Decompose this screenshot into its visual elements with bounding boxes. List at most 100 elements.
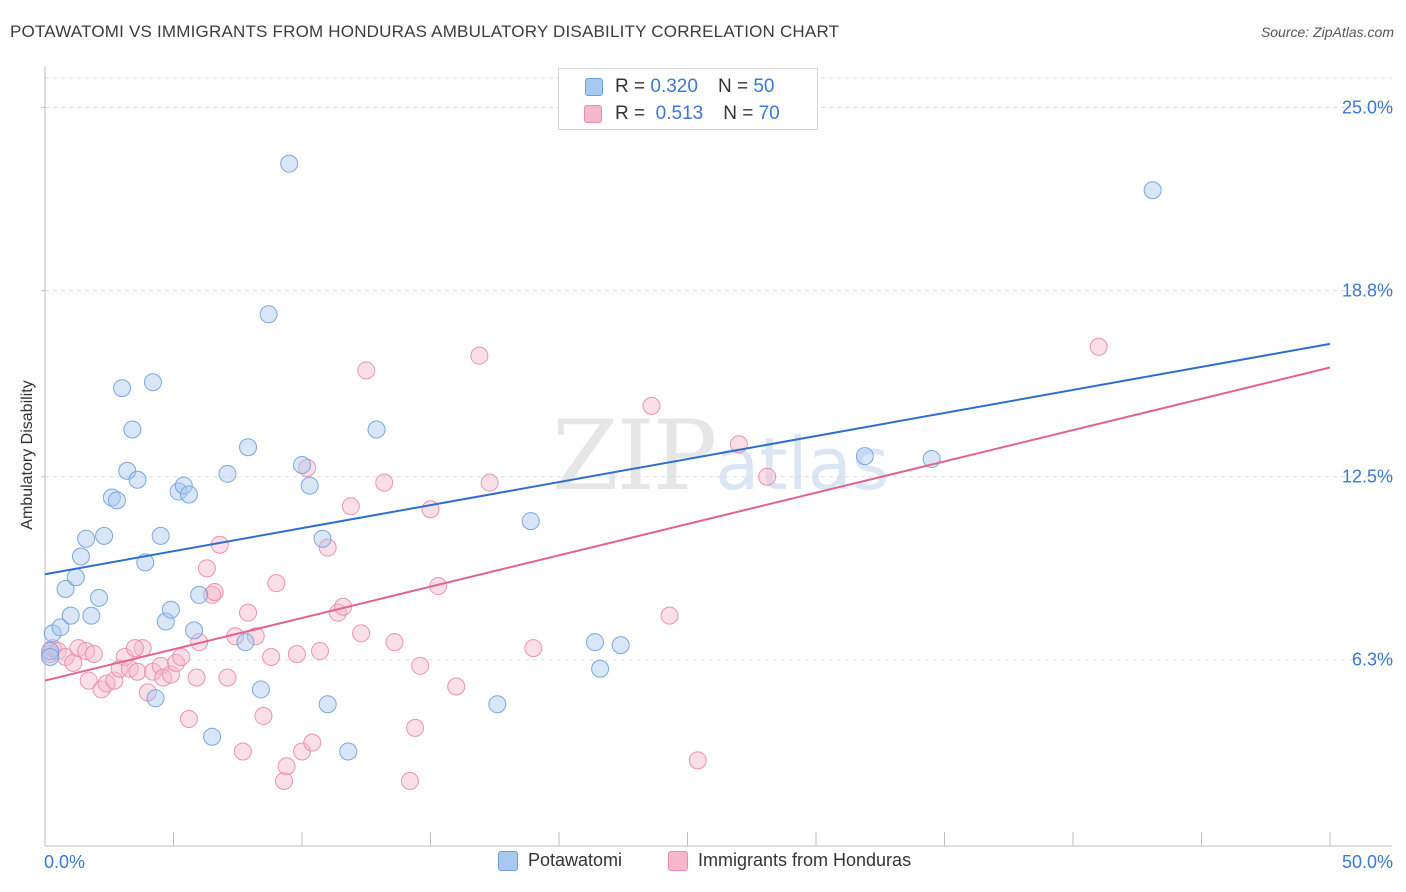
potawatomi-point: [77, 529, 96, 548]
potawatomi-point: [113, 379, 132, 398]
potawatomi-point: [313, 529, 332, 548]
legend-n-value: 70: [758, 103, 780, 124]
data-points: [41, 154, 1162, 791]
honduras-point: [267, 574, 286, 593]
potawatomi-point: [318, 695, 337, 714]
potawatomi-point: [236, 633, 255, 652]
series-label-potawatomi: Potawatomi: [528, 850, 623, 870]
potawatomi-point: [71, 547, 90, 566]
honduras-point: [275, 772, 294, 791]
honduras-point: [92, 680, 111, 699]
honduras-point: [298, 458, 317, 477]
series-legend-honduras: Immigrants from Honduras: [668, 850, 911, 871]
watermark: ZIPatlas: [552, 400, 889, 512]
honduras-point: [218, 668, 237, 687]
honduras-point: [125, 639, 144, 658]
honduras-point: [172, 647, 191, 666]
legend-row-honduras: R = 0.513 N = 70: [584, 101, 780, 127]
potawatomi-point: [239, 438, 258, 457]
honduras-point: [352, 624, 371, 643]
potawatomi-point: [61, 606, 80, 625]
honduras-point: [310, 642, 329, 661]
honduras-point: [205, 582, 224, 601]
y-tick-label: 25.0%: [1341, 97, 1393, 118]
potawatomi-point: [203, 727, 222, 746]
honduras-point: [110, 659, 129, 678]
legend-r-label: R =: [615, 103, 646, 124]
potawatomi-point: [585, 633, 604, 652]
honduras-point: [187, 668, 206, 687]
honduras-point: [642, 396, 661, 415]
honduras-point: [293, 742, 311, 761]
legend-r-value: 0.513: [655, 103, 704, 124]
legend-n-label: N =: [723, 103, 754, 124]
honduras-point: [375, 473, 394, 492]
potawatomi-point: [107, 491, 126, 510]
honduras-point: [303, 733, 322, 752]
honduras-point: [239, 603, 258, 622]
potawatomi-point: [56, 580, 75, 599]
honduras-point: [524, 639, 543, 658]
series-swatch-honduras: [668, 850, 688, 871]
potawatomi-point: [95, 526, 114, 545]
honduras-point: [151, 656, 170, 675]
correlation-legend: R = 0.320 N = 50 R = 0.513 N = 70: [558, 68, 818, 130]
potawatomi-point: [143, 373, 162, 392]
potawatomi-point: [156, 612, 175, 631]
potawatomi-point: [488, 695, 507, 714]
honduras-trend-line: [44, 366, 1331, 682]
potawatomi-point: [259, 305, 278, 324]
honduras-point: [246, 627, 265, 646]
watermark-zip: ZIP: [552, 400, 717, 512]
honduras-point: [357, 361, 376, 380]
honduras-point: [660, 606, 679, 625]
legend-swatch-potawatomi: [585, 78, 603, 96]
honduras-point: [128, 662, 147, 681]
potawatomi-point: [51, 618, 70, 637]
honduras-point: [1089, 337, 1108, 356]
honduras-point: [262, 647, 281, 666]
x-tick-label: 0.0%: [44, 852, 86, 872]
potawatomi-point: [611, 636, 630, 655]
potawatomi-point: [218, 464, 237, 483]
y-tick-label: 12.5%: [1341, 466, 1393, 487]
honduras-point: [167, 653, 186, 672]
potawatomi-point: [300, 476, 319, 495]
honduras-point: [105, 671, 124, 690]
potawatomi-point: [367, 420, 386, 439]
honduras-point: [254, 707, 273, 726]
honduras-point: [470, 346, 489, 365]
honduras-point: [480, 473, 499, 492]
potawatomi-point: [190, 585, 209, 604]
series-label-honduras: Immigrants from Honduras: [698, 850, 912, 870]
potawatomi-point: [66, 568, 85, 587]
honduras-point: [79, 671, 98, 690]
watermark-atlas: atlas: [715, 422, 890, 506]
x-tick-label: 50.0%: [1341, 852, 1393, 872]
potawatomi-point: [293, 455, 311, 474]
y-tick-label: 18.8%: [1341, 280, 1393, 301]
honduras-point: [758, 467, 777, 486]
honduras-point: [277, 757, 296, 776]
potawatomi-point: [123, 420, 142, 439]
potawatomi-point: [1143, 181, 1162, 200]
honduras-point: [400, 772, 419, 791]
potawatomi-point: [41, 647, 60, 666]
potawatomi-point: [118, 461, 137, 480]
legend-n-label: N =: [717, 76, 749, 97]
potawatomi-point: [102, 488, 121, 507]
honduras-point: [318, 538, 337, 557]
potawatomi-point: [136, 553, 155, 572]
potawatomi-point: [280, 154, 299, 173]
trend-lines: [44, 342, 1331, 682]
potawatomi-point: [128, 470, 147, 489]
potawatomi-point: [151, 526, 170, 545]
honduras-point: [84, 645, 103, 663]
potawatomi-point: [146, 689, 165, 708]
series-swatch-potawatomi: [498, 850, 518, 871]
legend-swatch-honduras: [584, 105, 602, 123]
potawatomi-point: [161, 600, 180, 619]
honduras-point: [161, 665, 180, 684]
legend-r-label: R =: [615, 76, 646, 97]
